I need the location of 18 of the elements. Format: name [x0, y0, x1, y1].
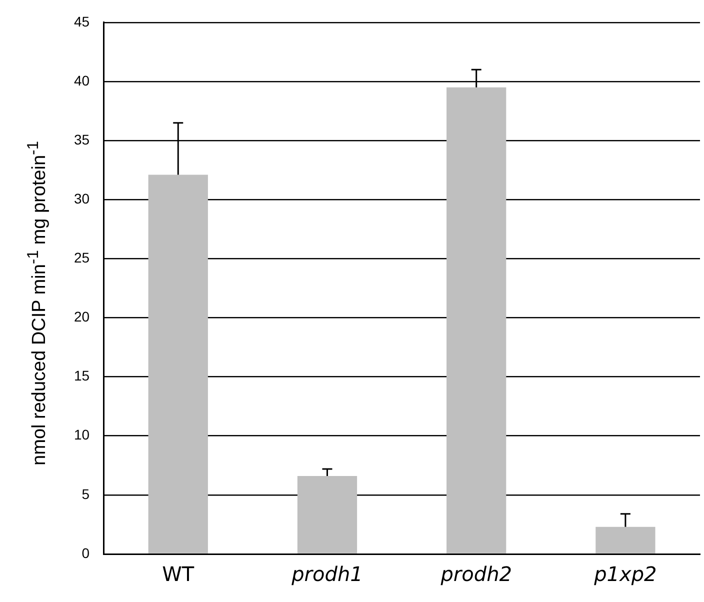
- y-tick-label: 35: [74, 131, 90, 148]
- x-tick-label: prodh2: [440, 562, 512, 586]
- x-tick-label: p1xp2: [593, 562, 657, 586]
- y-tick-label: 30: [74, 190, 90, 206]
- x-tick-label: prodh1: [290, 562, 363, 586]
- y-tick-label: 15: [74, 368, 90, 384]
- y-tick-label: 20: [74, 308, 90, 325]
- y-tick-label: 25: [74, 250, 90, 266]
- bar: [297, 476, 358, 554]
- y-tick-label: 10: [74, 426, 90, 443]
- y-tick-label: 45: [74, 13, 90, 30]
- bar: [446, 87, 506, 554]
- bar: [148, 174, 208, 554]
- y-tick-label: 40: [74, 72, 90, 88]
- y-tick-label: 0: [82, 544, 90, 561]
- bar: [596, 526, 656, 554]
- x-tick-label: WT: [162, 562, 195, 586]
- y-tick-label: 5: [82, 486, 90, 502]
